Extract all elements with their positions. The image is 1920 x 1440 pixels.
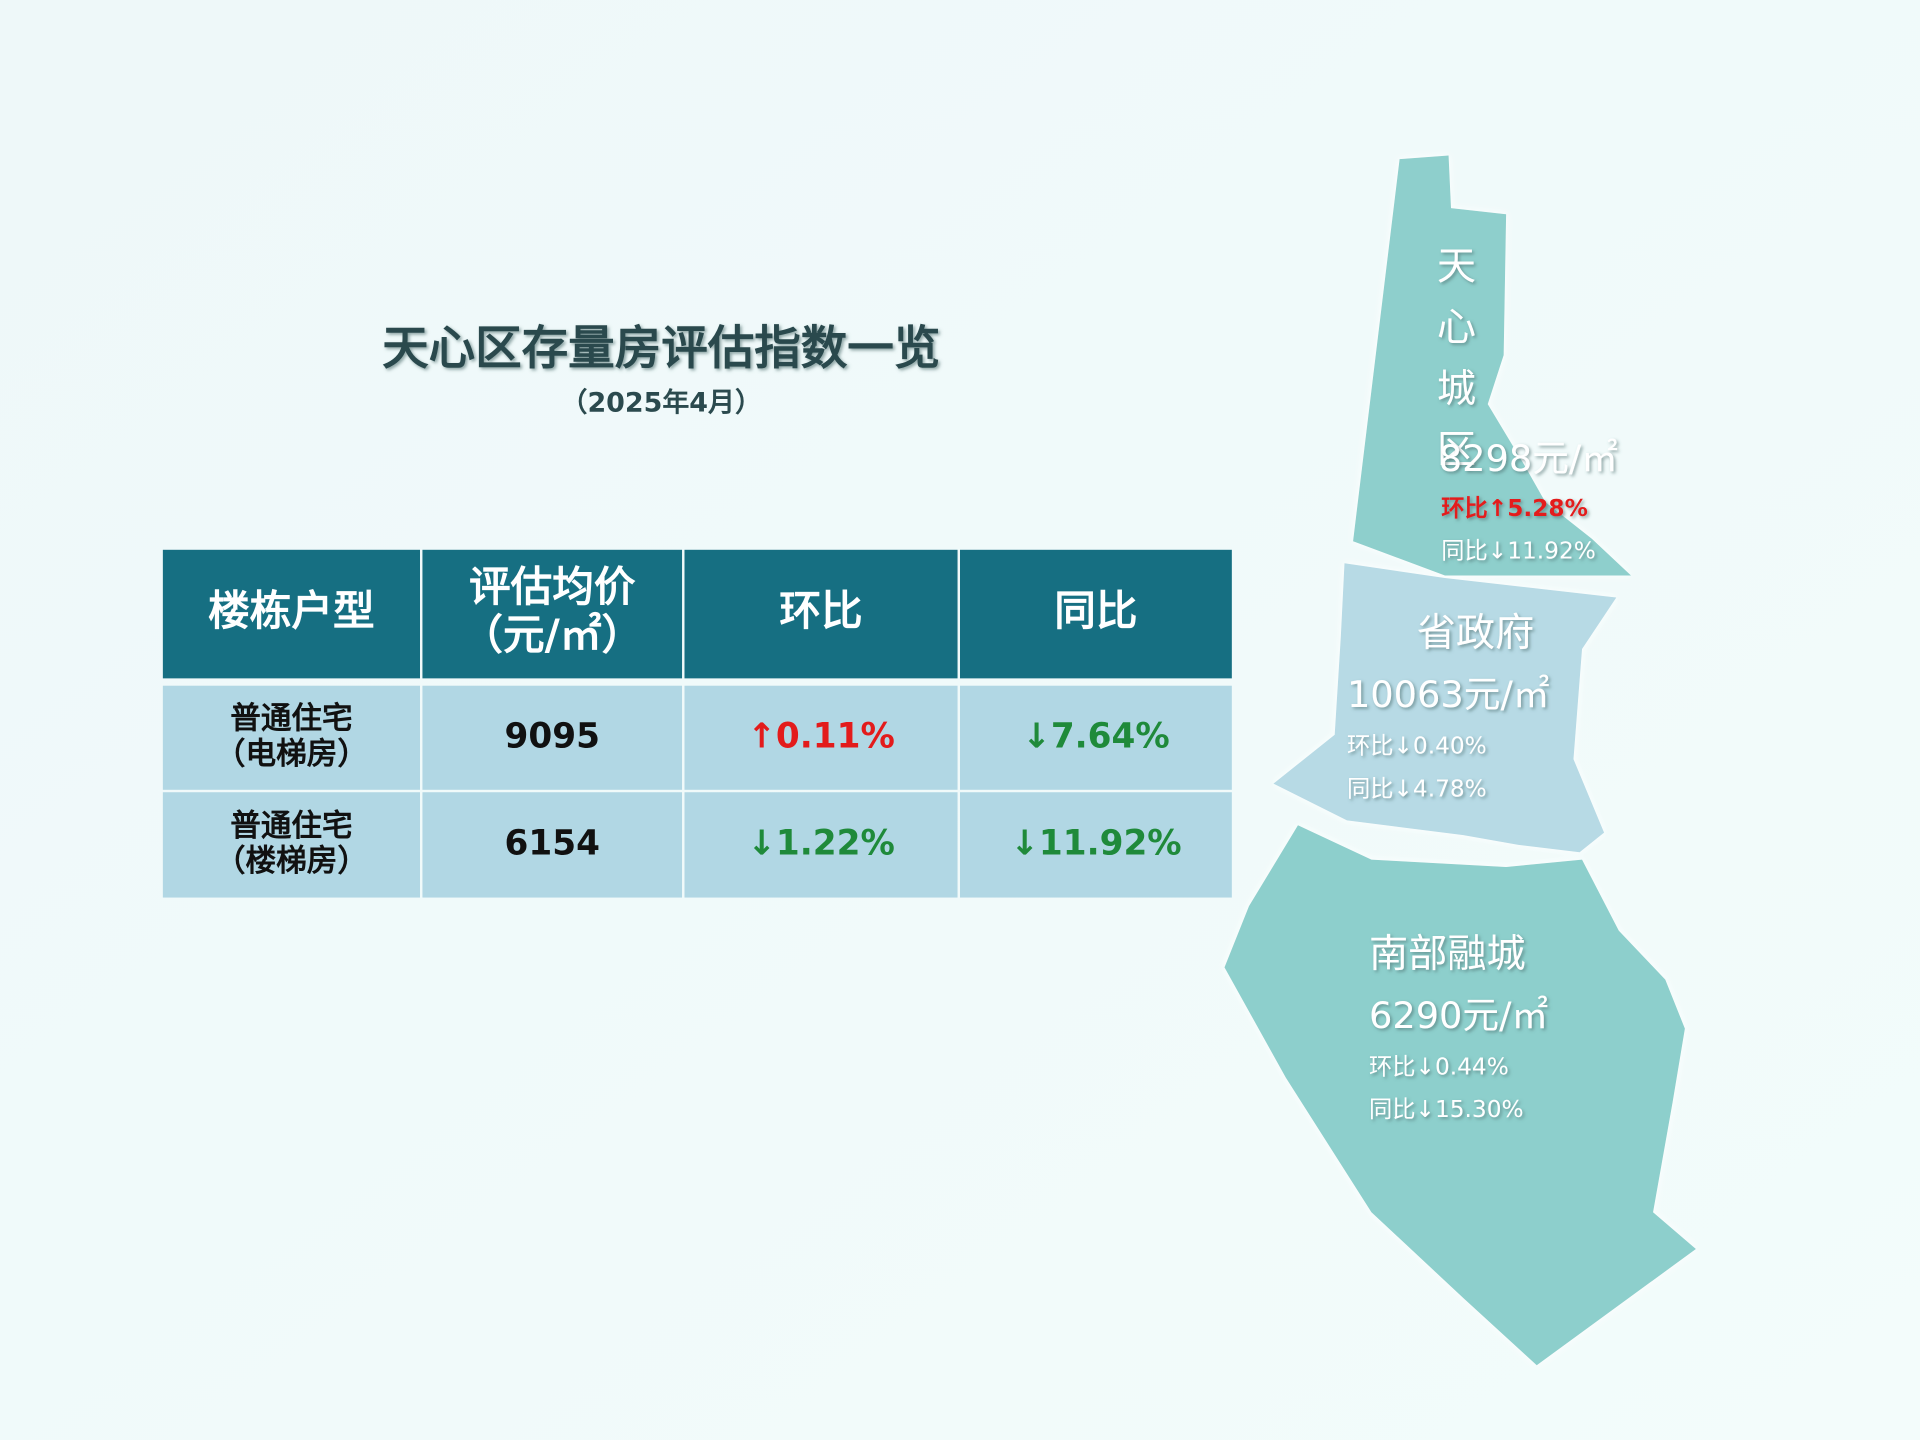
- cell-text: ↑0.11%: [747, 716, 895, 756]
- table-cell: [684, 792, 958, 898]
- cell-text: ↓1.22%: [747, 823, 895, 863]
- table-cell: [162, 792, 420, 898]
- table-cell: [960, 792, 1232, 898]
- header-cell: [422, 549, 683, 679]
- region-name: 省政府: [1417, 611, 1535, 656]
- header-text: 环比: [779, 586, 862, 635]
- table-cell: [960, 685, 1232, 790]
- region-nanbu: [1224, 825, 1696, 1366]
- subtitle: （2025年4月）: [561, 387, 762, 419]
- region-mom: 环比↑5.28%: [1441, 495, 1588, 522]
- region-yoy: 同比↓11.92%: [1441, 538, 1596, 565]
- cell-text: ↓7.64%: [1022, 716, 1170, 756]
- cell-text: （楼梯房）: [215, 844, 368, 879]
- cell-text: 9095: [505, 716, 600, 756]
- cell-text: 普通住宅: [230, 808, 352, 844]
- header-text: （元/㎡）: [461, 610, 643, 659]
- map: [1224, 155, 1696, 1366]
- table-cell: [422, 792, 683, 898]
- cell-text: ↓11.92%: [1010, 823, 1181, 863]
- table-cell: [162, 685, 420, 790]
- header-text: 评估均价: [469, 562, 636, 611]
- region-tianxin: [1353, 155, 1632, 576]
- region-price: 6290元/㎡: [1369, 994, 1548, 1037]
- region-name: 天心城区: [1431, 245, 1476, 490]
- region-price: 10063元/㎡: [1347, 673, 1550, 716]
- region-name: 南部融城: [1369, 932, 1526, 977]
- header-text: 同比: [1054, 586, 1137, 635]
- header-cell: [684, 549, 958, 679]
- table-cell: [684, 685, 958, 790]
- region-price: 8298元/㎡: [1439, 437, 1618, 480]
- cell-text: 6154: [505, 823, 600, 863]
- region-shengzhengfu: [1273, 563, 1617, 853]
- title: 天心区存量房评估指数一览: [382, 321, 940, 375]
- region-mom: 环比↓0.44%: [1369, 1053, 1509, 1080]
- region-mom: 环比↓0.40%: [1347, 732, 1487, 759]
- header-text: 楼栋户型: [208, 586, 375, 635]
- region-yoy: 同比↓15.30%: [1369, 1096, 1524, 1123]
- header-cell: [960, 549, 1232, 679]
- table-cell: [422, 685, 683, 790]
- region-yoy: 同比↓4.78%: [1347, 775, 1487, 802]
- header-cell: [162, 549, 420, 679]
- cell-text: 普通住宅: [230, 701, 352, 737]
- cell-text: （电梯房）: [215, 737, 368, 772]
